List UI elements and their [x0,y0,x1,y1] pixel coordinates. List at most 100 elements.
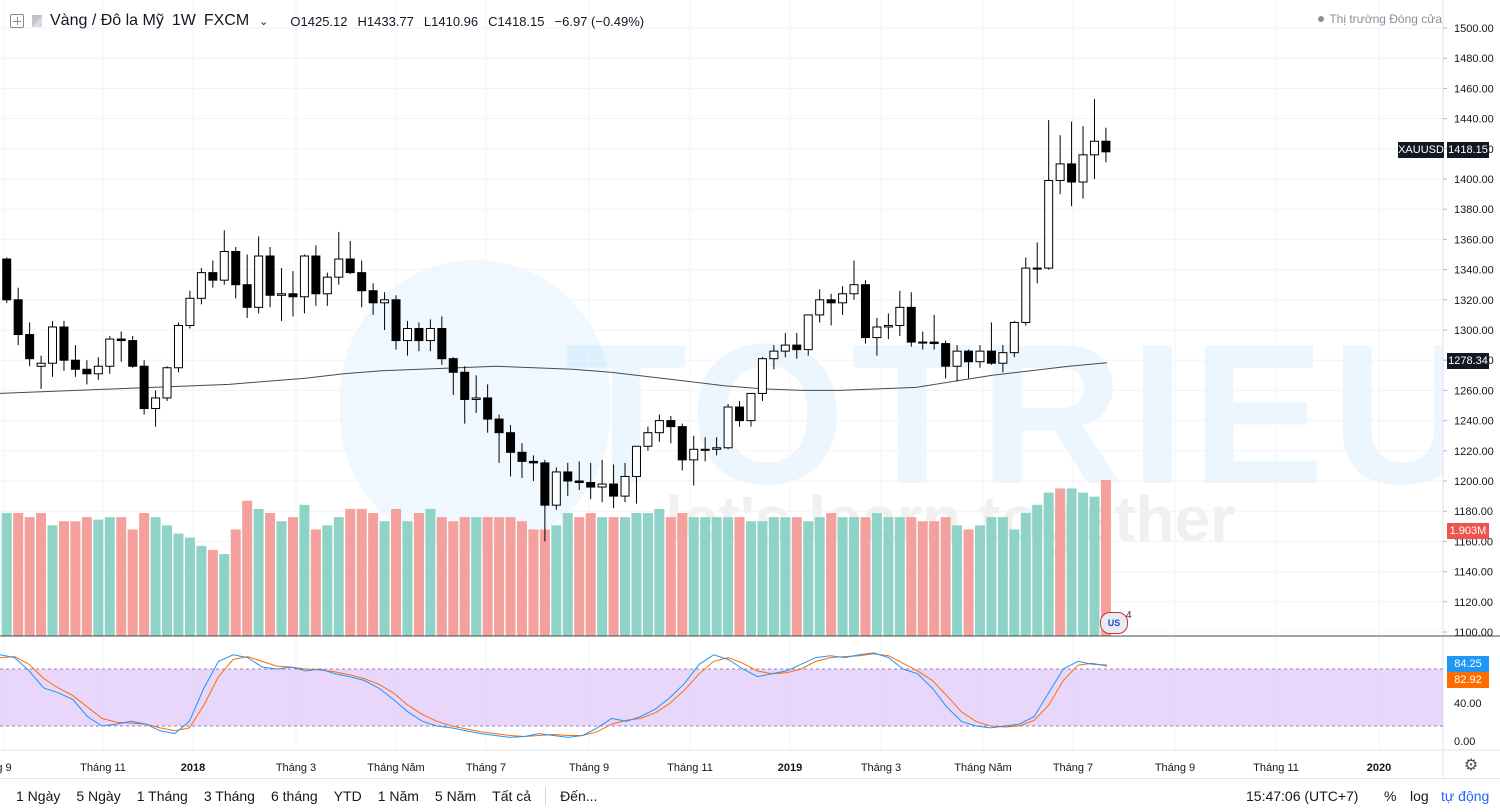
volume-bar [459,517,470,636]
candle-body [986,350,996,364]
volume-bar [1100,480,1111,636]
candle-body [746,392,756,422]
range-5d-button[interactable]: 5 Ngày [76,787,121,804]
goto-date-button[interactable]: Đến... [560,787,598,804]
candle-body [254,255,264,308]
candle-body [838,293,848,304]
volume-bar [963,529,974,636]
range-3m-button[interactable]: 3 Tháng [203,787,255,804]
ohlc-open: O1425.12 [290,13,348,29]
volume-bar [631,513,642,636]
bottom-toolbar: 1 Ngày 5 Ngày 1 Tháng 3 Tháng 6 tháng YT… [0,778,1500,812]
candle-body [334,258,344,278]
chevron-down-icon[interactable]: ⌄ [259,15,269,28]
price-tick-label: 1440.00 [1454,114,1494,126]
volume-bar [413,513,424,636]
us-flag-events-icon[interactable]: US [1100,612,1128,634]
candle-body [82,368,92,375]
volume-bar [940,517,951,636]
volume-bar [70,521,81,636]
candle-body [231,250,241,286]
volume-bar [1055,488,1066,636]
candle-body [1044,180,1054,269]
volume-bar [253,508,264,636]
price-tick-label: 1160.00 [1454,536,1493,548]
volume-bar [585,513,596,636]
candle-body [952,350,962,367]
volume-bar [219,554,230,636]
price-tick-label: 1400.00 [1454,174,1494,186]
volume-bar [36,513,47,636]
volume-bar [322,525,333,636]
interval-label[interactable]: 1W [171,12,196,29]
candle-body [93,365,103,375]
volume-bar [505,517,516,636]
candle-body [1101,140,1111,153]
time-axis-label: 2020 [1367,762,1391,774]
candle-body [723,406,733,449]
volume-bar [58,521,69,636]
candle-body [13,299,23,336]
candle-body [425,327,435,342]
volume-bar [849,517,860,636]
volume-bar [997,517,1008,636]
exchange-label[interactable]: FXCM [203,12,250,29]
candle-body [769,350,779,360]
candle-body [391,299,401,342]
volume-bar [356,508,367,636]
range-ytd-button[interactable]: YTD [333,787,362,804]
time-axis-label: Tháng 11 [667,762,713,774]
volume-bar [173,533,184,636]
candle-body [551,471,561,506]
auto-scale-toggle[interactable]: tự động [1441,788,1490,804]
time-axis-label: Tháng 11 [1253,762,1299,774]
volume-bar [230,529,241,636]
range-1m-button[interactable]: 1 Tháng [136,787,188,804]
symbol-flag-icon [32,15,42,27]
compare-plus-icon[interactable] [10,14,24,28]
time-axis-label: Tháng Năm [367,762,424,774]
candle-body [173,324,183,369]
volume-bar [745,521,756,636]
price-tick-label: 1300.00 [1454,325,1494,337]
range-1y-button[interactable]: 1 Năm [377,787,419,804]
symbol-legend: Vàng / Đô la Mỹ 1W FXCM ⌄ O1425.12 H1433… [10,10,644,32]
volume-bar [665,517,676,636]
volume-bar [448,521,459,636]
range-5y-button[interactable]: 5 Năm [434,787,477,804]
symbol-title[interactable]: Vàng / Đô la Mỹ [50,12,164,29]
price-tick-label: 1500.00 [1454,23,1494,35]
log-scale-toggle[interactable]: log [1410,788,1429,804]
volume-bar [184,537,195,636]
range-6m-button[interactable]: 6 tháng [270,787,318,804]
candle-body [964,350,974,363]
volume-bar [471,517,482,636]
volume-bar [242,500,253,636]
candle-body [1055,163,1065,182]
volume-bar [952,525,963,636]
chart-svg[interactable]: 1500.001480.001460.001440.001420.001400.… [0,0,1500,778]
stoch-d-line [0,653,1108,738]
volume-bar [368,513,379,636]
price-chart-area[interactable]: TOTRIEU let's learn together 1500.001480… [0,0,1500,778]
candle-body [849,284,859,295]
percent-scale-toggle[interactable]: % [1384,788,1397,804]
clock-timezone[interactable]: 15:47:06 (UTC+7) [1246,788,1359,804]
volume-bar [1066,488,1077,636]
volume-bar [116,517,127,636]
range-all-button[interactable]: Tất cả [492,787,532,804]
range-1d-button[interactable]: 1 Ngày [16,787,61,804]
candle-body [517,451,527,462]
price-tick-label: 1200.00 [1454,476,1494,488]
candle-body [1078,154,1088,183]
candle-body [631,445,641,477]
candle-body [540,462,550,506]
candle-body [654,420,664,434]
stoch-d-tag: 82.92 [1447,672,1489,688]
price-tick-label: 1360.00 [1454,234,1494,246]
price-tick-label: 1320.00 [1454,295,1494,307]
gear-icon[interactable]: ⚙ [1463,757,1479,774]
volume-bar [47,525,58,636]
volume-bar [24,517,35,636]
candle-body [1032,267,1042,270]
